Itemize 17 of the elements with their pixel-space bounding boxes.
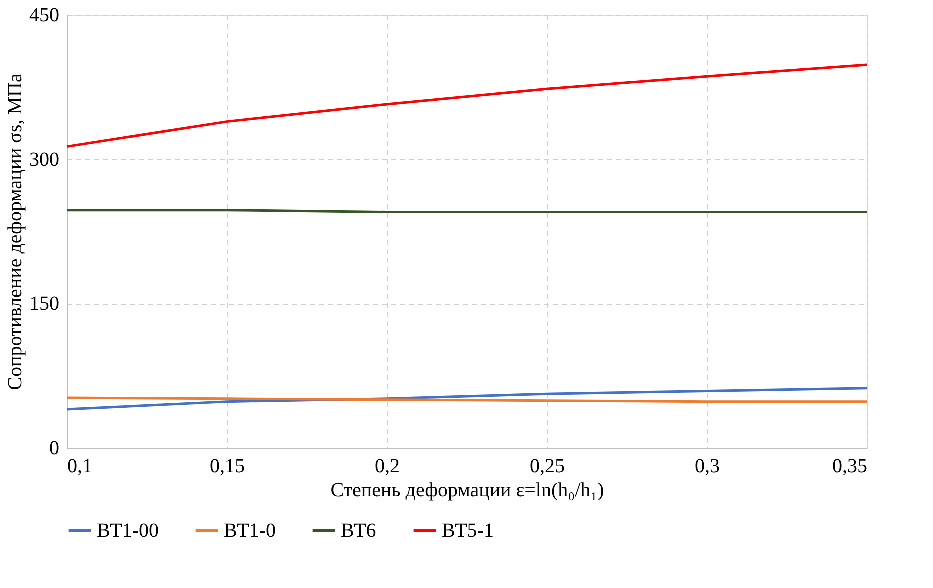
x-tick-label: 0,15 — [210, 456, 245, 478]
x-tick-label: 0,1 — [68, 456, 92, 478]
legend-label: ВТ6 — [341, 520, 376, 542]
y-tick-label: 450 — [30, 4, 60, 26]
y-tick-label: 0 — [50, 438, 60, 460]
x-axis-title: Степень деформации ε=ln(h₀/h₁) — [330, 480, 604, 502]
y-axis-title: Сопротивление деформации σs, МПа — [4, 74, 26, 390]
line-series — [66, 64, 868, 148]
x-tick-label: 0,3 — [695, 456, 720, 478]
legend-label: ВТ5-1 — [442, 520, 494, 542]
x-tick-label: 0,2 — [375, 456, 400, 478]
legend-label: ВТ1-00 — [97, 520, 159, 542]
x-tick-label: 0,35 — [832, 456, 868, 478]
y-tick-label: 150 — [30, 293, 60, 316]
legend-label: ВТ1-0 — [224, 520, 276, 542]
y-tick-label: 300 — [30, 148, 60, 171]
x-tick-label: 0,25 — [530, 456, 565, 478]
